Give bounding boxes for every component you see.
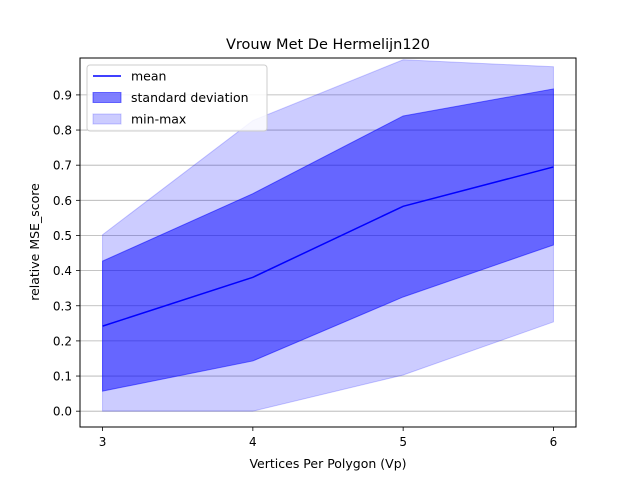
legend-swatch xyxy=(92,92,122,103)
chart-lines xyxy=(102,166,554,327)
legend-box xyxy=(86,64,268,132)
legend-swatch xyxy=(92,113,122,125)
x-axis-ticks: 3 4 5 6 xyxy=(99,427,558,449)
legend-label: standard deviation xyxy=(131,90,249,105)
y-tick-label: 0.7 xyxy=(53,159,72,173)
x-axis-label: Vertices Per Polygon (Vp) xyxy=(249,456,406,471)
y-tick-label: 0.3 xyxy=(53,299,72,313)
y-axis-label: relative MSE_score xyxy=(27,183,42,301)
x-tick-label: 4 xyxy=(249,435,257,449)
legend-label: min-max xyxy=(131,112,186,127)
y-tick-label: 0.4 xyxy=(53,264,72,278)
x-tick-label: 6 xyxy=(550,435,558,449)
y-tick-label: 0.8 xyxy=(53,124,72,138)
y-tick-label: 0.5 xyxy=(53,229,72,243)
y-axis-ticks: 0.0 0.1 0.2 0.3 0.4 0.5 0.6 0.7 0.8 0.9 xyxy=(53,88,80,419)
y-tick-label: 0.2 xyxy=(53,334,72,348)
y-tick-label: 0.6 xyxy=(53,194,72,208)
legend-label: mean xyxy=(131,69,166,84)
x-tick-label: 5 xyxy=(399,435,407,449)
y-tick-label: 0.0 xyxy=(53,405,72,419)
y-tick-label: 0.1 xyxy=(53,370,72,384)
plot-frame xyxy=(79,57,577,428)
x-tick-label: 3 xyxy=(99,435,107,449)
legend: mean standard deviation min-max xyxy=(86,64,268,132)
band-standard-deviation xyxy=(102,88,554,392)
y-tick-label: 0.9 xyxy=(53,88,72,102)
line-mean xyxy=(102,166,554,327)
chart-title: Vrouw Met De Hermelijn120 xyxy=(226,37,430,53)
chart-bands xyxy=(102,59,554,412)
